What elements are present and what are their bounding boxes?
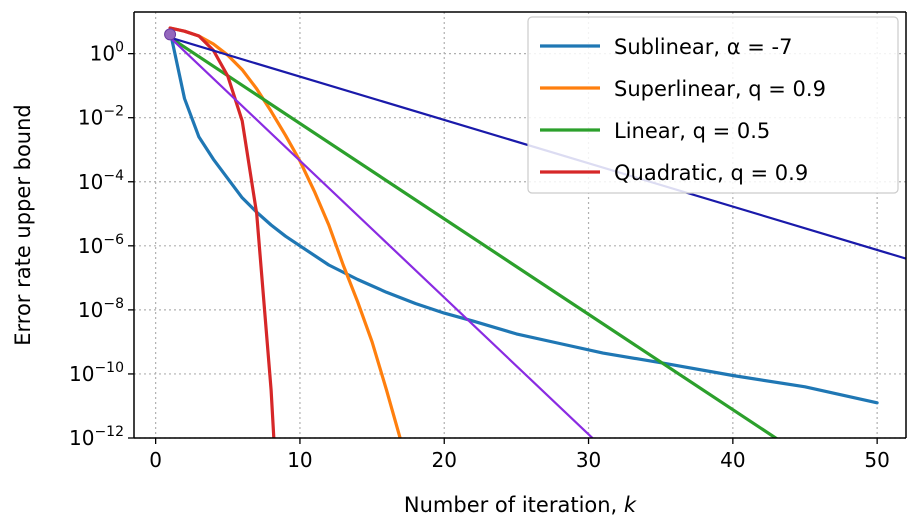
series-line-2 xyxy=(168,36,779,438)
y-tick-label: 10−8 xyxy=(78,296,124,322)
y-tick-label: 10−4 xyxy=(78,168,124,194)
ticks: 0 10 20 30 40 50 100 10−2 10−4 10−6 10−8 10−10 10−12 xyxy=(69,40,890,472)
series-line-0 xyxy=(168,29,879,405)
y-axis-label: Error rate upper bound xyxy=(11,104,35,346)
series-line-3 xyxy=(168,26,276,438)
x-tick-label: 20 xyxy=(432,448,457,472)
legend: Sublinear, α = -7 Superlinear, q = 0.9 Lin… xyxy=(527,16,899,194)
series-line-5 xyxy=(169,36,595,438)
legend-label: Quadratic, q = 0.9 xyxy=(614,161,808,185)
series-layer xyxy=(164,26,906,438)
legend-box xyxy=(527,16,899,194)
x-tick-label: 50 xyxy=(864,448,889,472)
y-tick-label: 10−12 xyxy=(69,424,124,450)
start-marker xyxy=(164,28,177,41)
x-tick-label: 40 xyxy=(720,448,745,472)
y-tick-label: 10−6 xyxy=(78,232,124,258)
y-tick-label: 100 xyxy=(90,40,124,66)
x-axis-label: Number of iteration, k xyxy=(404,493,637,517)
legend-label: Linear, q = 0.5 xyxy=(614,119,770,143)
legend-label: Sublinear, α = -7 xyxy=(614,35,792,59)
x-tick-label: 10 xyxy=(287,448,312,472)
axes xyxy=(133,11,907,439)
series-line-1 xyxy=(168,26,402,438)
x-tick-label: 0 xyxy=(149,448,162,472)
y-tick-label: 10−2 xyxy=(78,104,124,130)
y-tick-label: 10−10 xyxy=(69,360,124,386)
x-tick-label: 30 xyxy=(576,448,601,472)
legend-label: Superlinear, q = 0.9 xyxy=(614,77,826,101)
